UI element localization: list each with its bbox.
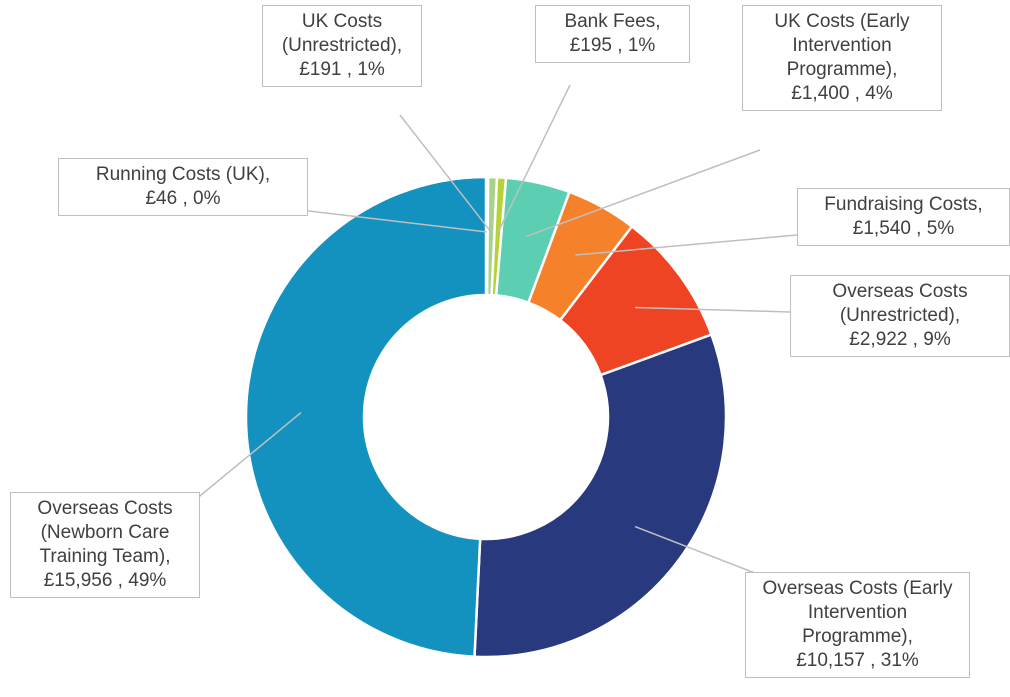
label-separator: , [910, 218, 927, 239]
data-label: Overseas Costs (Unrestricted), £2,922 , 9… [790, 275, 1010, 357]
label-value: £46 [145, 188, 178, 209]
label-value: £2,922 [849, 329, 908, 350]
leader-line [635, 306, 791, 313]
label-percent: 31% [880, 650, 919, 671]
donut-slice [244, 175, 488, 659]
label-values: £46 , 0% [67, 187, 299, 211]
leader-line [526, 149, 761, 238]
label-percent: 0% [193, 188, 221, 209]
leader-line [399, 114, 492, 233]
label-values: £195 , 1% [544, 34, 681, 58]
label-value: £1,540 [852, 218, 911, 239]
label-value: £191 [299, 59, 342, 80]
label-separator: , [849, 83, 866, 104]
leader-line [634, 525, 761, 576]
leader-line [497, 84, 571, 233]
label-percent: 1% [357, 59, 385, 80]
label-separator: , [177, 188, 194, 209]
label-separator: , [892, 59, 898, 80]
leader-line [194, 411, 302, 501]
leader-line [575, 234, 798, 256]
data-label: Bank Fees, £195 , 1% [535, 5, 690, 63]
label-value: £10,157 [796, 650, 865, 671]
label-values: £10,157 , 31% [754, 649, 961, 673]
label-values: £2,922 , 9% [799, 328, 1001, 352]
label-percent: 4% [865, 83, 893, 104]
label-separator: , [611, 35, 628, 56]
label-separator: , [655, 11, 661, 32]
label-percent: 49% [128, 570, 167, 591]
data-label: UK Costs (Early Intervention Programme),… [742, 5, 942, 111]
data-label: Running Costs (UK), £46 , 0% [58, 158, 308, 216]
label-category: UK Costs (Early Intervention Programme) [774, 11, 910, 80]
label-separator: , [264, 164, 271, 185]
label-percent: 5% [926, 218, 955, 239]
label-separator: , [954, 305, 961, 326]
label-category: Overseas Costs (Newborn Care Training Te… [37, 498, 173, 567]
label-category: UK Costs (Unrestricted) [281, 11, 397, 56]
label-values: £1,540 , 5% [806, 217, 1001, 241]
data-label: Overseas Costs (Early Intervention Progr… [745, 572, 970, 678]
label-value: £15,956 [43, 570, 113, 591]
label-separator: , [341, 59, 358, 80]
data-label: Overseas Costs (Newborn Care Training Te… [10, 492, 200, 598]
label-separator: , [165, 546, 171, 567]
label-category: Overseas Costs (Unrestricted) [832, 281, 968, 326]
label-category: Overseas Costs (Early Intervention Progr… [762, 578, 953, 647]
label-separator: , [112, 570, 129, 591]
label-category: Fundraising Costs [824, 194, 978, 215]
data-label: Fundraising Costs, £1,540 , 5% [797, 188, 1010, 246]
label-separator: , [977, 194, 983, 215]
data-label: UK Costs (Unrestricted), £191 , 1% [262, 5, 422, 87]
label-category: Running Costs (UK) [95, 164, 265, 185]
label-separator: , [907, 626, 913, 647]
label-separator: , [864, 650, 881, 671]
label-value: £1,400 [791, 83, 850, 104]
label-separator: , [907, 329, 924, 350]
label-category: Bank Fees [564, 11, 656, 32]
label-value: £195 [569, 35, 612, 56]
label-percent: 1% [627, 35, 656, 56]
label-percent: 9% [923, 329, 951, 350]
leader-line [299, 209, 487, 233]
label-separator: , [396, 35, 403, 56]
label-values: £1,400 , 4% [751, 82, 933, 106]
donut-slice [473, 332, 728, 659]
label-values: £191 , 1% [271, 58, 413, 82]
label-values: £15,956 , 49% [19, 569, 191, 593]
